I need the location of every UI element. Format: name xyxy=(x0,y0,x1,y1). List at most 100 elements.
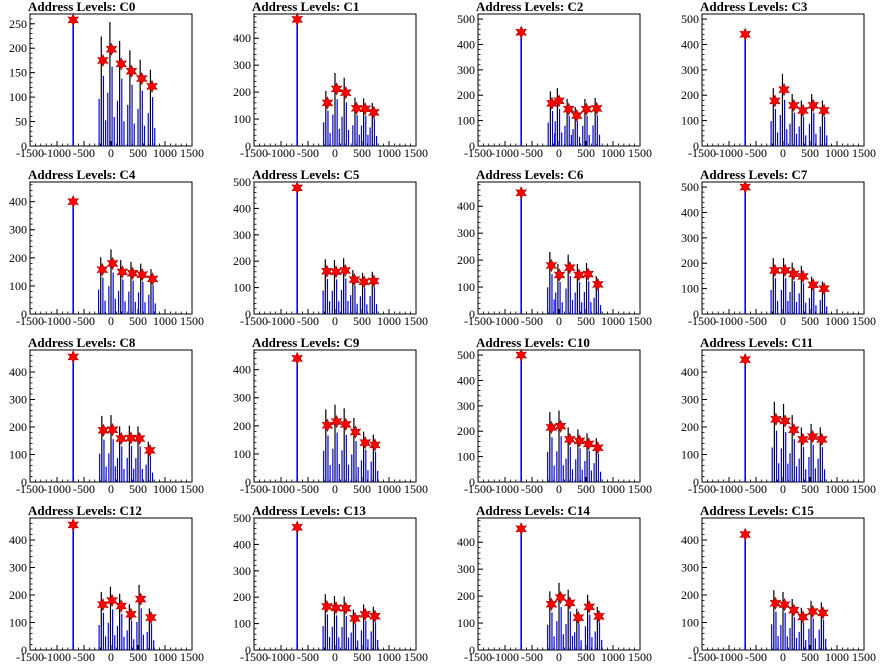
peak-marker xyxy=(106,593,118,608)
x-tick-label: 1000 xyxy=(377,482,401,496)
peak-marker xyxy=(818,281,830,296)
x-tick-label: -500 xyxy=(297,650,319,664)
x-tick-label: 1500 xyxy=(404,650,428,664)
chart-panel: Address Levels: C8 0 100 200 300 400 -1500 -100… xyxy=(0,335,224,504)
peak-marker xyxy=(797,432,809,447)
x-tick-label: 500 xyxy=(577,482,595,496)
x-tick-label: 0 xyxy=(332,146,338,160)
peak-marker xyxy=(321,96,334,110)
peak-marker xyxy=(115,431,128,446)
chart-panel: Address Levels: C1 0 100 200 300 400 -1500 -100… xyxy=(224,0,448,168)
x-tick-label: 0 xyxy=(556,314,562,328)
chart-svg: Address Levels: C8 0 100 200 300 400 -1500 -100… xyxy=(9,335,204,496)
x-tick-label: 500 xyxy=(353,314,371,328)
peak-marker xyxy=(144,443,156,458)
peak-marker xyxy=(369,609,381,623)
y-tick-label: 0 xyxy=(21,307,27,321)
x-tick-label: 500 xyxy=(129,314,147,328)
y-tick-label: 400 xyxy=(457,37,475,51)
x-tick-label: -1000 xyxy=(491,482,519,496)
y-tick-label: 300 xyxy=(9,393,27,407)
y-tick-label: 200 xyxy=(233,254,251,268)
y-tick-label: 300 xyxy=(457,399,475,413)
peak-marker xyxy=(779,263,792,278)
peak-marker xyxy=(349,425,362,439)
peak-marker xyxy=(797,610,809,624)
peak-marker xyxy=(554,590,567,605)
y-tick-label: 50 xyxy=(15,115,27,129)
peak-marker xyxy=(778,82,790,97)
peak-marker xyxy=(339,263,352,278)
x-tick-label: -500 xyxy=(73,314,95,328)
chart-panel: Address Levels: C13 0 100 200 300 400 500 -1500… xyxy=(224,503,448,672)
x-tick-label: 500 xyxy=(801,650,819,664)
y-tick-label: 300 xyxy=(457,63,475,77)
peak-marker xyxy=(330,265,342,279)
x-tick-label: 500 xyxy=(353,650,371,664)
x-tick-label: 500 xyxy=(577,314,595,328)
x-tick-label: -500 xyxy=(745,650,767,664)
peak-marker xyxy=(67,13,80,27)
peak-marker xyxy=(348,272,361,287)
x-tick-label: 0 xyxy=(332,314,338,328)
chart-svg: Address Levels: C12 0 100 200 300 400 -1500 -10… xyxy=(9,503,204,664)
peak-marker xyxy=(96,262,109,277)
peak-marker xyxy=(134,592,147,606)
x-tick-label: 0 xyxy=(556,650,562,664)
chart-title: Address Levels: C10 xyxy=(476,335,590,350)
x-tick-label: 1500 xyxy=(404,314,428,328)
x-tick-label: 1500 xyxy=(180,146,204,160)
peak-marker xyxy=(136,267,149,282)
y-tick-label: 200 xyxy=(681,88,699,102)
chart-panel: Address Levels: C4 0 100 200 300 400 -1500 -100… xyxy=(0,167,224,336)
x-tick-label: 1500 xyxy=(628,146,652,160)
y-tick-label: 400 xyxy=(457,535,475,549)
chart-title: Address Levels: C3 xyxy=(700,0,808,14)
chart-svg: Address Levels: C0 0 50 100 150 200 250 -1500 -1… xyxy=(9,0,204,160)
x-tick-label: -500 xyxy=(745,314,767,328)
peak-marker xyxy=(106,423,119,437)
chart-svg: Address Levels: C14 0 100 200 300 400 -1500 -10… xyxy=(457,503,652,664)
peak-marker xyxy=(291,181,304,195)
peak-marker xyxy=(554,419,567,433)
y-tick-label: 200 xyxy=(681,420,699,434)
x-tick-label: 500 xyxy=(353,482,371,496)
x-tick-label: 0 xyxy=(332,482,338,496)
y-tick-label: 300 xyxy=(457,562,475,576)
y-tick-label: 0 xyxy=(21,139,27,153)
chart-svg: Address Levels: C10 0 100 200 300 400 500 -1500… xyxy=(457,335,652,496)
peak-marker xyxy=(562,102,575,116)
chart-svg: Address Levels: C30100200300400500-1500-… xyxy=(681,0,876,160)
chart-svg: Address Levels: C6 0 100 200 300 400 -1500 -100… xyxy=(457,167,652,328)
y-tick-label: 0 xyxy=(469,139,475,153)
x-tick-label: -1500 xyxy=(240,146,268,160)
y-tick-label: 300 xyxy=(9,561,27,575)
peak-marker xyxy=(515,522,528,536)
x-tick-label: 0 xyxy=(780,314,786,328)
x-tick-label: 1000 xyxy=(153,482,177,496)
x-tick-label: 500 xyxy=(577,146,595,160)
x-tick-label: -1000 xyxy=(267,146,295,160)
y-tick-label: 100 xyxy=(681,616,699,630)
x-tick-label: 1500 xyxy=(852,314,876,328)
peak-marker xyxy=(563,596,576,610)
x-tick-label: -1000 xyxy=(43,314,71,328)
y-tick-label: 100 xyxy=(457,280,475,294)
y-tick-label: 100 xyxy=(9,616,27,630)
y-tick-label: 300 xyxy=(233,228,251,242)
x-tick-label: 1000 xyxy=(153,314,177,328)
chart-panel: Address Levels: C14 0 100 200 300 400 -1500 -10… xyxy=(448,503,672,672)
y-tick-label: 200 xyxy=(681,256,699,270)
chart-title: Address Levels: C0 xyxy=(28,0,135,14)
y-tick-label: 500 xyxy=(681,180,699,194)
peak-marker xyxy=(769,94,781,108)
peak-marker xyxy=(770,412,782,427)
x-tick-label: 1500 xyxy=(180,314,204,328)
peak-marker xyxy=(582,267,595,281)
peak-marker xyxy=(291,520,304,534)
x-tick-label: 1500 xyxy=(180,482,204,496)
chart-title: Address Levels: C13 xyxy=(252,503,366,518)
y-tick-label: 400 xyxy=(681,205,699,219)
peak-marker xyxy=(817,606,829,620)
y-tick-label: 0 xyxy=(469,643,475,657)
